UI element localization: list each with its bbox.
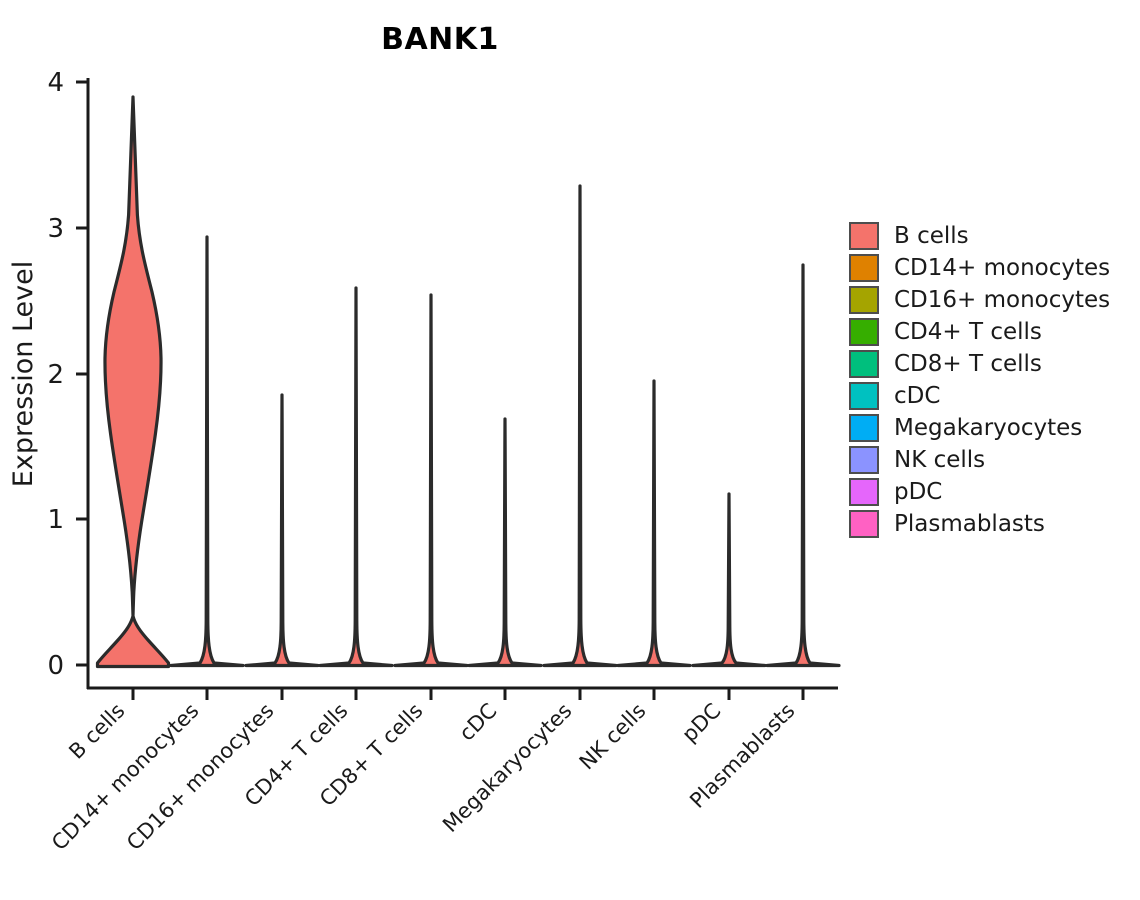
- legend-item-label: cDC: [894, 382, 941, 409]
- legend-item-label: NK cells: [894, 446, 986, 473]
- violin-b-cells: [95, 95, 171, 669]
- y-axis-title: Expression Level: [8, 261, 39, 487]
- y-tick-label-2: 2: [47, 360, 64, 390]
- legend-item-cd8-t-cells[interactable]: CD8+ T cells: [849, 348, 1129, 380]
- legend-swatch-icon: [849, 478, 879, 506]
- violin-cd14-monocytes: [169, 235, 245, 668]
- y-tick-label-1: 1: [47, 505, 64, 535]
- x-tick-label-pdc: pDC: [677, 699, 725, 747]
- legend-item-cd14-monocytes[interactable]: CD14+ monocytes: [849, 252, 1129, 284]
- legend-item-label: pDC: [894, 478, 943, 505]
- legend-item-label: CD8+ T cells: [894, 350, 1042, 377]
- violin-pdc: [691, 492, 767, 668]
- legend-swatch-icon: [849, 510, 879, 538]
- violin-cd16-monocytes: [244, 393, 320, 668]
- x-tick-label-cd14-monocytes: CD14+ monocytes: [47, 699, 204, 856]
- legend: B cells CD14+ monocytes CD16+ monocytes …: [849, 220, 1129, 540]
- y-axis-ticks: [76, 80, 88, 667]
- legend-item-label: CD4+ T cells: [894, 318, 1042, 345]
- legend-swatch-icon: [849, 446, 879, 474]
- violin-cdc: [467, 417, 543, 668]
- violin-nk-cells: [616, 379, 692, 668]
- legend-swatch-icon: [849, 350, 879, 378]
- axis-spines: [86, 78, 838, 690]
- x-tick-label-nk-cells: NK cells: [575, 699, 651, 775]
- legend-item-label: Plasmablasts: [894, 510, 1045, 537]
- x-tick-label-cdc: cDC: [455, 699, 502, 746]
- page-title: BANK1: [381, 22, 499, 57]
- legend-item-label: CD16+ monocytes: [894, 286, 1111, 313]
- x-tick-label-megakaryocytes: Megakaryocytes: [438, 699, 577, 838]
- x-tick-label-b-cells: B cells: [64, 699, 129, 764]
- legend-item-label: CD14+ monocytes: [894, 254, 1111, 281]
- violin-plasmablasts: [765, 263, 841, 668]
- legend-item-cd16-monocytes[interactable]: CD16+ monocytes: [849, 284, 1129, 316]
- y-tick-label-0: 0: [47, 651, 64, 681]
- legend-swatch-icon: [849, 318, 879, 346]
- legend-swatch-icon: [849, 222, 879, 250]
- legend-swatch-icon: [849, 286, 879, 314]
- violin-cd8-t-cells: [393, 293, 469, 668]
- x-tick-label-cd16-monocytes: CD16+ monocytes: [122, 699, 279, 856]
- legend-item-cdc[interactable]: cDC: [849, 380, 1129, 412]
- violin-megakaryocytes: [542, 184, 618, 668]
- legend-item-label: B cells: [894, 222, 969, 249]
- legend-item-cd4-t-cells[interactable]: CD4+ T cells: [849, 316, 1129, 348]
- legend-item-megakaryocytes[interactable]: Megakaryocytes: [849, 412, 1129, 444]
- violin-cd4-t-cells: [318, 286, 394, 668]
- legend-item-plasmablasts[interactable]: Plasmablasts: [849, 508, 1129, 540]
- legend-item-pdc[interactable]: pDC: [849, 476, 1129, 508]
- legend-swatch-icon: [849, 382, 879, 410]
- legend-item-nk-cells[interactable]: NK cells: [849, 444, 1129, 476]
- y-tick-label-4: 4: [47, 68, 64, 98]
- y-tick-label-3: 3: [47, 214, 64, 244]
- legend-swatch-icon: [849, 254, 879, 282]
- legend-swatch-icon: [849, 414, 879, 442]
- legend-item-label: Megakaryocytes: [894, 414, 1083, 441]
- legend-item-b-cells[interactable]: B cells: [849, 220, 1129, 252]
- x-axis-ticks: [131, 688, 805, 700]
